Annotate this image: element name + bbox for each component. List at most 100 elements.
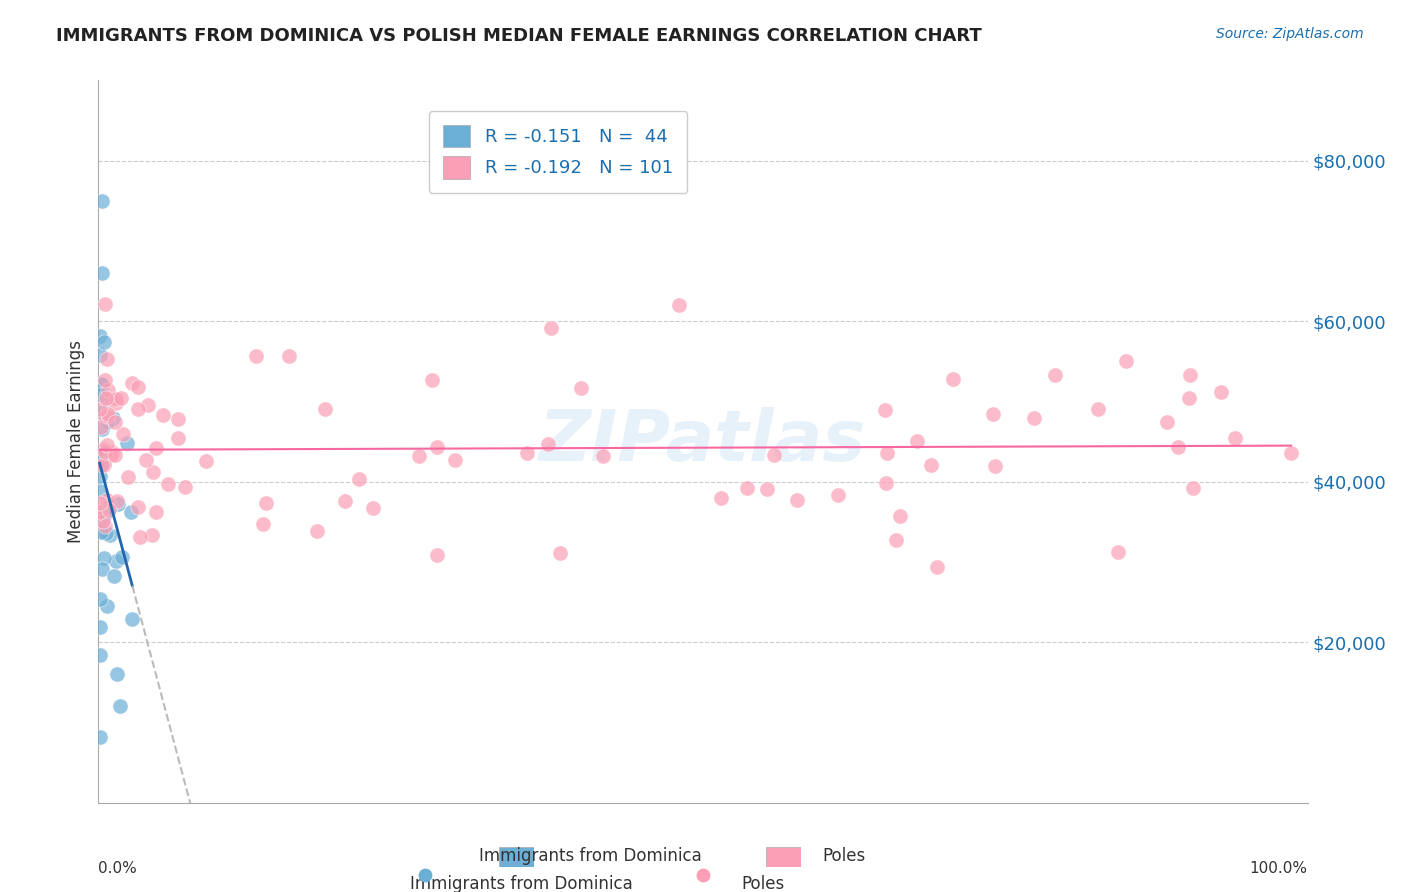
Poles (89, 504, 111, 518)
Poles (886, 533, 908, 548)
Poles (254, 496, 277, 510)
Y-axis label: Median Female Earnings: Median Female Earnings (66, 340, 84, 543)
Text: 100.0%: 100.0% (1250, 861, 1308, 876)
Immigrants from Dominica (89, 468, 111, 483)
Poles (426, 548, 449, 562)
Poles (1178, 368, 1201, 383)
Immigrants from Dominica (121, 612, 143, 626)
Poles (941, 371, 963, 385)
Immigrants from Dominica (89, 648, 111, 663)
Poles (426, 440, 449, 454)
Immigrants from Dominica (107, 497, 129, 511)
Poles (444, 453, 467, 467)
Text: Poles: Poles (823, 847, 865, 865)
Immigrants from Dominica (90, 525, 112, 540)
Poles (981, 407, 1004, 421)
Poles (94, 519, 117, 533)
Immigrants from Dominica (89, 329, 111, 343)
Poles (927, 559, 949, 574)
Poles (89, 401, 111, 416)
Poles (710, 491, 733, 505)
Poles (763, 448, 786, 462)
Poles (167, 431, 190, 445)
Poles (96, 391, 118, 405)
Poles (920, 458, 942, 472)
Poles (245, 349, 267, 363)
Poles (786, 493, 808, 508)
Text: Immigrants from Dominica: Immigrants from Dominica (479, 847, 702, 865)
Poles (194, 454, 217, 468)
Poles (101, 445, 124, 459)
Immigrants from Dominica (91, 266, 114, 280)
Poles (1022, 411, 1045, 425)
Poles (94, 373, 117, 387)
Poles (90, 458, 112, 472)
Poles (152, 408, 174, 422)
Text: Immigrants from Dominica: Immigrants from Dominica (411, 875, 633, 892)
Poles (93, 297, 115, 311)
Poles (96, 492, 118, 507)
Point (413, 796, 436, 810)
Poles (105, 392, 128, 406)
Poles (1087, 401, 1109, 416)
Poles (91, 514, 114, 528)
Poles (905, 434, 928, 449)
Poles (104, 415, 127, 429)
Text: IMMIGRANTS FROM DOMINICA VS POLISH MEDIAN FEMALE EARNINGS CORRELATION CHART: IMMIGRANTS FROM DOMINICA VS POLISH MEDIA… (56, 27, 981, 45)
Immigrants from Dominica (103, 410, 125, 425)
Immigrants from Dominica (89, 348, 111, 362)
Immigrants from Dominica (96, 503, 118, 517)
Immigrants from Dominica (89, 388, 111, 402)
Immigrants from Dominica (91, 513, 114, 527)
Poles (89, 505, 111, 519)
Immigrants from Dominica (108, 699, 131, 714)
Immigrants from Dominica (89, 592, 111, 607)
Immigrants from Dominica (89, 458, 111, 473)
Immigrants from Dominica (96, 599, 118, 613)
Text: Poles: Poles (742, 875, 785, 892)
Poles (1156, 415, 1178, 429)
Immigrants from Dominica (90, 562, 112, 576)
Poles (141, 528, 163, 542)
Legend: R = -0.151   N =  44, R = -0.192   N = 101: R = -0.151 N = 44, R = -0.192 N = 101 (429, 111, 688, 193)
Immigrants from Dominica (98, 527, 121, 541)
Poles (1115, 354, 1137, 368)
Poles (333, 494, 356, 508)
Poles (408, 450, 430, 464)
Poles (93, 458, 115, 473)
Poles (1178, 391, 1201, 405)
Poles (889, 508, 911, 523)
Poles (735, 481, 758, 495)
Immigrants from Dominica (98, 500, 121, 515)
Poles (361, 501, 384, 516)
Immigrants from Dominica (90, 447, 112, 461)
Poles (98, 502, 121, 516)
Poles (142, 465, 165, 479)
Immigrants from Dominica (89, 619, 111, 633)
Immigrants from Dominica (94, 507, 117, 521)
Poles (145, 505, 167, 519)
Poles (90, 420, 112, 434)
Poles (127, 380, 149, 394)
Poles (540, 321, 562, 335)
Poles (1167, 441, 1189, 455)
Poles (97, 409, 120, 423)
Immigrants from Dominica (89, 730, 111, 744)
Poles (875, 476, 897, 491)
Poles (127, 500, 149, 514)
Poles (1279, 445, 1302, 459)
Poles (96, 351, 118, 366)
Poles (135, 453, 157, 467)
Poles (145, 442, 167, 456)
Poles (1107, 545, 1129, 559)
Poles (347, 472, 370, 486)
Poles (117, 470, 139, 484)
Poles (97, 383, 120, 397)
Poles (420, 373, 443, 387)
Text: Source: ZipAtlas.com: Source: ZipAtlas.com (1216, 27, 1364, 41)
Immigrants from Dominica (94, 409, 117, 423)
Poles (111, 427, 134, 442)
Poles (278, 349, 301, 363)
Poles (252, 516, 274, 531)
Poles (756, 483, 779, 497)
